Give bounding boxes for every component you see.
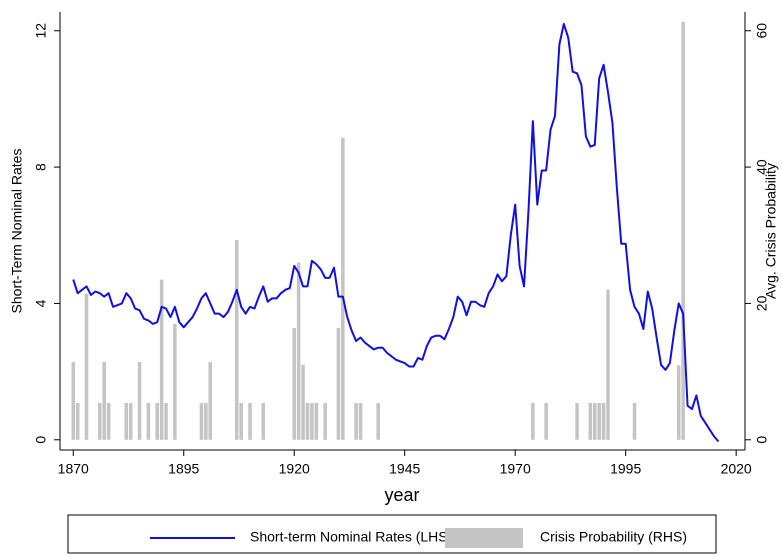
bar — [588, 402, 593, 440]
bar — [106, 402, 111, 440]
bar — [531, 402, 535, 440]
x-tick-label: 1920 — [279, 461, 310, 477]
bar — [592, 402, 597, 440]
x-axis-label: year — [384, 485, 419, 505]
bar — [124, 402, 129, 440]
bar — [544, 402, 548, 440]
bar — [292, 327, 296, 440]
bar — [681, 21, 685, 440]
bar — [341, 137, 345, 440]
bar — [71, 362, 76, 440]
legend-label: Short-term Nominal Rates (LHS) — [250, 529, 452, 545]
y2-tick-label: 40 — [754, 159, 770, 175]
bar — [676, 365, 681, 440]
bar — [310, 402, 314, 440]
y-tick-label: 8 — [33, 163, 49, 171]
y2-tick-label: 60 — [754, 23, 770, 39]
legend-swatch — [445, 528, 523, 548]
bar — [601, 402, 606, 440]
y2-axis-label: Avg. Crisis Probability — [763, 163, 779, 299]
bar — [146, 402, 151, 440]
bar — [597, 402, 601, 440]
line — [72, 22, 720, 443]
bar — [376, 402, 380, 440]
x-tick-label: 1995 — [610, 461, 641, 477]
legend — [67, 514, 717, 554]
bar — [632, 402, 637, 440]
bar — [204, 402, 208, 440]
y-tick-label: 12 — [33, 23, 49, 39]
bar — [575, 402, 579, 440]
bar — [323, 402, 327, 440]
bar — [155, 402, 159, 440]
x-tick-label: 1970 — [500, 461, 531, 477]
legend-label: Crisis Probability (RHS) — [540, 529, 687, 545]
bar — [296, 262, 301, 440]
bar — [248, 402, 252, 440]
bar — [173, 323, 177, 440]
x-tick-label: 2020 — [721, 461, 752, 477]
bar — [102, 362, 106, 440]
x-tick-label: 1870 — [58, 461, 89, 477]
bar — [239, 402, 243, 440]
bar — [75, 402, 80, 440]
bar — [261, 402, 266, 440]
bar — [208, 362, 213, 440]
x-tick-label: 1945 — [389, 461, 420, 477]
y-tick-label: 4 — [33, 299, 49, 307]
bar — [305, 402, 310, 440]
bar — [301, 364, 305, 440]
y-tick-label: 0 — [33, 436, 49, 444]
bar — [336, 327, 341, 440]
bar — [137, 362, 142, 440]
bar — [199, 402, 204, 440]
y2-tick-label: 0 — [754, 436, 770, 444]
bar — [84, 293, 89, 440]
bar — [354, 402, 358, 440]
bar — [128, 402, 133, 440]
bar — [98, 402, 102, 440]
bar — [159, 279, 164, 440]
bar — [606, 289, 610, 440]
x-tick-label: 1895 — [168, 461, 199, 477]
bar — [314, 402, 319, 440]
bar — [164, 402, 168, 440]
y-axis-label: Short-Term Nominal Rates — [9, 149, 25, 314]
bar — [358, 402, 363, 440]
y2-tick-label: 20 — [754, 295, 770, 311]
bar — [235, 240, 239, 440]
